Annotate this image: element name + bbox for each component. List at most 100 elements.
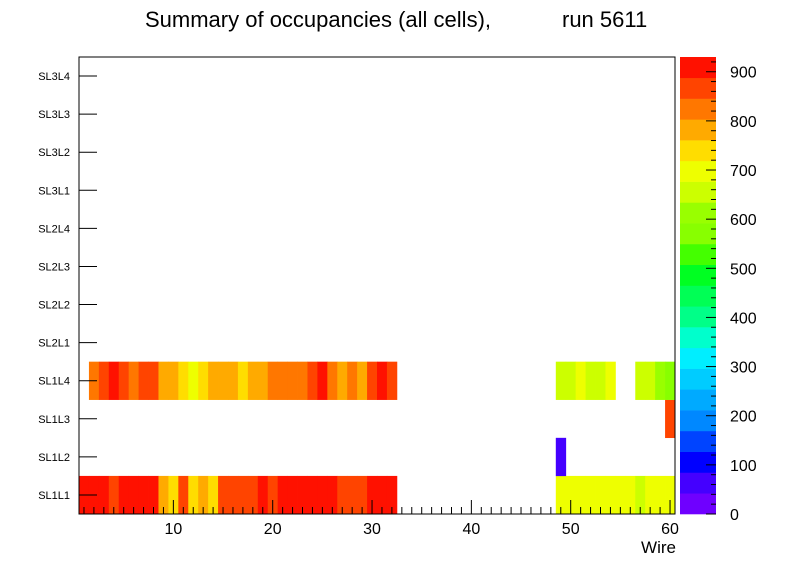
colorbar-segment bbox=[680, 389, 716, 411]
colorbar-segment bbox=[680, 223, 716, 245]
heatmap-cell bbox=[118, 361, 130, 400]
heatmap-cell bbox=[237, 361, 249, 400]
x-tick-label: 10 bbox=[164, 521, 182, 538]
colorbar-segment bbox=[680, 243, 716, 266]
heatmap-cell bbox=[257, 361, 269, 400]
colorbar-tick-label: 100 bbox=[730, 458, 757, 475]
heatmap-cell bbox=[317, 361, 328, 400]
heatmap-cell bbox=[367, 361, 378, 400]
heatmap-cell bbox=[377, 475, 388, 515]
y-tick-label: SL3L1 bbox=[38, 185, 70, 197]
heatmap-cell bbox=[605, 475, 616, 515]
heatmap-cell bbox=[386, 475, 398, 515]
y-tick-label: SL1L2 bbox=[38, 452, 70, 464]
heatmap-cell bbox=[208, 361, 219, 400]
heatmap-cell bbox=[635, 361, 646, 400]
heatmap-cell bbox=[665, 399, 676, 439]
heatmap-cell bbox=[645, 475, 656, 515]
colorbar-segment bbox=[680, 493, 716, 515]
heatmap-cell bbox=[327, 475, 338, 515]
heatmap-cell bbox=[575, 361, 586, 400]
heatmap-cell bbox=[635, 475, 646, 515]
heatmap-cell bbox=[98, 361, 110, 400]
y-tick-label: SL1L3 bbox=[38, 414, 70, 426]
heatmap-cell bbox=[128, 475, 139, 515]
heatmap-cell bbox=[198, 475, 209, 515]
heatmap-cell bbox=[555, 361, 567, 400]
heatmap-cell bbox=[247, 361, 259, 400]
chart-title: Summary of occupancies (all cells), bbox=[145, 7, 491, 32]
heatmap-cell bbox=[138, 361, 149, 400]
y-tick-label: SL2L3 bbox=[38, 261, 70, 273]
heatmap-cell bbox=[585, 361, 596, 400]
heatmap-cell bbox=[555, 437, 567, 477]
heatmap-cell bbox=[208, 475, 219, 515]
heatmap-cell bbox=[595, 475, 606, 515]
y-tick-label: SL1L1 bbox=[38, 490, 70, 502]
heatmap-cell bbox=[168, 361, 179, 400]
heatmap-cell bbox=[357, 361, 368, 400]
heatmap-cell bbox=[665, 475, 676, 515]
colorbar-segment bbox=[680, 368, 716, 390]
heatmap-cell bbox=[188, 361, 199, 400]
colorbar-segment bbox=[680, 410, 716, 432]
heatmap-cell bbox=[307, 475, 318, 515]
heatmap-cell bbox=[625, 475, 636, 515]
heatmap-cell bbox=[307, 361, 318, 400]
heatmap-cell bbox=[228, 475, 239, 515]
colorbar-tick-label: 900 bbox=[730, 65, 757, 82]
x-tick-label: 30 bbox=[363, 521, 381, 538]
heatmap-cell bbox=[108, 475, 120, 515]
plot-frame bbox=[78, 56, 676, 515]
heatmap-cell bbox=[118, 475, 130, 515]
heatmap-cell bbox=[237, 475, 249, 515]
heatmap-cell bbox=[287, 361, 298, 400]
colorbar-segment bbox=[680, 140, 716, 162]
heatmap-cell bbox=[247, 475, 259, 515]
heatmap-cell bbox=[555, 475, 567, 515]
x-axis: 10 20 30 40 50 60 bbox=[83, 500, 679, 538]
heatmap-cells bbox=[79, 361, 676, 515]
heatmap-cell bbox=[108, 361, 120, 400]
colorbar-tick-label: 700 bbox=[730, 163, 757, 180]
colorbar-segment bbox=[680, 264, 716, 286]
colorbar-segment bbox=[680, 119, 716, 141]
heatmap-cell bbox=[287, 475, 298, 515]
heatmap-cell bbox=[228, 361, 239, 400]
heatmap-cell bbox=[158, 475, 169, 515]
heatmap-cell bbox=[386, 361, 398, 400]
heatmap-cell bbox=[655, 475, 666, 515]
heatmap-cell bbox=[188, 475, 199, 515]
colorbar-segment bbox=[680, 77, 716, 99]
heatmap-cell bbox=[297, 475, 308, 515]
y-tick-label: SL3L3 bbox=[38, 109, 70, 121]
colorbar-segment bbox=[680, 430, 716, 452]
heatmap-cell bbox=[198, 361, 209, 400]
colorbar-segment bbox=[680, 160, 716, 182]
heatmap-cell bbox=[665, 361, 676, 400]
heatmap-cell bbox=[565, 475, 577, 515]
heatmap-cell bbox=[317, 475, 328, 515]
heatmap-cell bbox=[377, 361, 388, 400]
colorbar-segment bbox=[680, 202, 716, 224]
heatmap-cell bbox=[615, 475, 626, 515]
heatmap-cell bbox=[98, 475, 110, 515]
x-tick-label: 40 bbox=[462, 521, 480, 538]
y-tick-label: SL2L1 bbox=[38, 338, 70, 350]
colorbar-segment bbox=[680, 98, 716, 120]
heatmap-cell bbox=[357, 475, 368, 515]
x-tick-label: 60 bbox=[661, 521, 679, 538]
heatmap-cell bbox=[645, 361, 656, 400]
colorbar-segment bbox=[680, 57, 716, 79]
heatmap-cell bbox=[595, 361, 606, 400]
colorbar-tick-label: 800 bbox=[730, 114, 757, 131]
heatmap-cell bbox=[178, 475, 189, 515]
colorbar-tick-label: 400 bbox=[730, 310, 757, 327]
colorbar-tick-label: 200 bbox=[730, 409, 757, 426]
heatmap-cell bbox=[655, 361, 666, 400]
heatmap-cell bbox=[257, 475, 269, 515]
heatmap-cell bbox=[575, 475, 586, 515]
colorbar-segment bbox=[680, 347, 716, 369]
colorbar-segment bbox=[680, 285, 716, 307]
